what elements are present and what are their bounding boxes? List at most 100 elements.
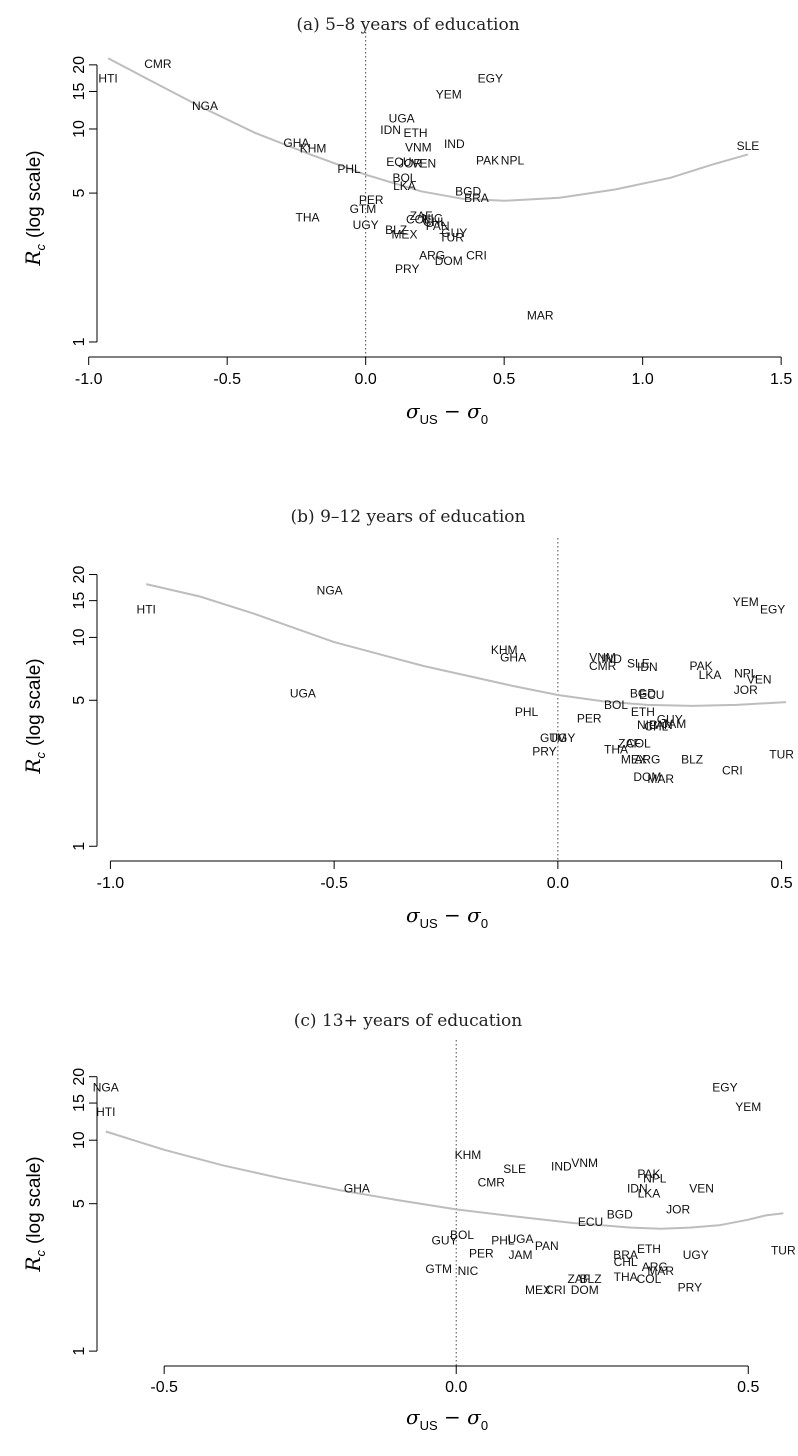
point-label-ven: VEN bbox=[411, 156, 436, 170]
point-label-idn: IDN bbox=[627, 1182, 648, 1196]
point-label-pry: PRY bbox=[532, 744, 556, 758]
point-label-cmr: CMR bbox=[478, 1176, 506, 1190]
point-label-tur: TUR bbox=[439, 230, 464, 244]
point-label-uga: UGA bbox=[290, 686, 316, 700]
point-label-blz: BLZ bbox=[681, 753, 703, 767]
point-label-jam: JAM bbox=[662, 717, 686, 731]
panel-a: (a) 5–8 years of education 15101520-1.0-… bbox=[21, 15, 792, 427]
point-label-hti: HTI bbox=[96, 1105, 115, 1119]
y-tick-label: 5 bbox=[71, 696, 88, 705]
point-label-ugy: UGY bbox=[549, 731, 575, 745]
point-label-yem: YEM bbox=[733, 595, 759, 609]
point-label-dom: DOM bbox=[633, 770, 661, 784]
point-label-tur: TUR bbox=[771, 1243, 796, 1257]
point-label-gha: GHA bbox=[500, 651, 526, 665]
point-label-gtm: GTM bbox=[350, 202, 377, 216]
point-label-idn: IDN bbox=[380, 123, 401, 137]
x-tick-label: -0.5 bbox=[320, 875, 348, 892]
y-tick-label: 10 bbox=[71, 628, 88, 646]
point-label-per: PER bbox=[577, 711, 602, 725]
point-label-yem: YEM bbox=[436, 88, 462, 102]
point-label-ecu: ECU bbox=[386, 155, 411, 169]
point-label-ecu: ECU bbox=[578, 1215, 603, 1229]
point-label-hti: HTI bbox=[137, 603, 156, 617]
x-tick-label: 0.5 bbox=[770, 875, 792, 892]
x-tick-label: 0.5 bbox=[737, 1379, 759, 1396]
point-label-bol: BOL bbox=[450, 1228, 474, 1242]
trend-line bbox=[105, 1130, 784, 1230]
panel-b-y-axis-label: Rc(log scale) bbox=[21, 658, 48, 774]
point-label-pan: PAN bbox=[426, 219, 450, 233]
point-label-cri: CRI bbox=[466, 248, 487, 262]
y-tick-label: 1 bbox=[71, 842, 88, 851]
point-label-jor: JOR bbox=[666, 1202, 690, 1216]
panel-b-x-axis-label: σUS − σ0 bbox=[406, 903, 488, 931]
point-label-egy: EGY bbox=[760, 603, 785, 617]
y-tick-label: 5 bbox=[71, 189, 88, 198]
point-label-dom: DOM bbox=[435, 254, 463, 268]
point-label-jor: JOR bbox=[398, 156, 422, 170]
point-label-npl: NPL bbox=[643, 1171, 667, 1185]
trend-line bbox=[145, 583, 787, 707]
point-label-gtm: GTM bbox=[425, 1262, 452, 1276]
point-label-col: COL bbox=[626, 737, 651, 751]
point-label-vnm: VNM bbox=[571, 1156, 598, 1170]
y-tick-label: 15 bbox=[71, 592, 88, 610]
point-label-mex: MEX bbox=[391, 227, 417, 241]
point-label-yem: YEM bbox=[735, 1100, 761, 1114]
x-tick-label: 0.0 bbox=[445, 1379, 467, 1396]
point-label-uga: UGA bbox=[389, 111, 415, 125]
point-label-khm: KHM bbox=[300, 141, 327, 155]
x-tick-label: 0.0 bbox=[355, 371, 377, 388]
panel-b-title: (b) 9–12 years of education bbox=[291, 507, 526, 527]
x-tick-label: -1.0 bbox=[97, 875, 125, 892]
point-label-sle: SLE bbox=[627, 657, 650, 671]
x-tick-label: -0.5 bbox=[213, 371, 241, 388]
x-tick-label: -0.5 bbox=[150, 1379, 178, 1396]
point-label-cri: CRI bbox=[722, 764, 743, 778]
point-label-vnm: VNM bbox=[405, 140, 432, 154]
y-tick-label: 15 bbox=[71, 1094, 88, 1112]
y-tick-label: 1 bbox=[71, 337, 88, 346]
y-tick-label: 20 bbox=[71, 1068, 88, 1086]
point-label-cri: CRI bbox=[545, 1283, 566, 1297]
point-label-egy: EGY bbox=[478, 71, 503, 85]
point-label-pak: PAK bbox=[637, 1167, 660, 1181]
point-label-arg: ARG bbox=[634, 753, 660, 767]
point-label-chl: CHL bbox=[614, 1255, 638, 1269]
point-label-khm: KHM bbox=[455, 1148, 482, 1162]
point-label-chl: CHL bbox=[423, 215, 447, 229]
point-label-mex: MEX bbox=[621, 753, 647, 767]
trend-line bbox=[107, 57, 749, 202]
point-label-ugy: UGY bbox=[353, 218, 379, 232]
point-label-sle: SLE bbox=[737, 139, 760, 153]
point-label-zaf: ZAF bbox=[618, 737, 641, 751]
x-tick-label: -1.0 bbox=[75, 371, 103, 388]
y-tick-label: 10 bbox=[71, 1131, 88, 1149]
point-label-guy: GUY bbox=[657, 712, 683, 726]
point-label-mex: MEX bbox=[525, 1283, 551, 1297]
point-label-lka: LKA bbox=[393, 179, 416, 193]
point-label-tha: THA bbox=[296, 210, 320, 224]
point-label-nga: NGA bbox=[93, 1080, 119, 1094]
point-label-jam: JAM bbox=[508, 1248, 532, 1262]
point-label-eth: ETH bbox=[637, 1242, 661, 1256]
y-tick-label: 15 bbox=[71, 82, 88, 100]
point-label-zaf: ZAF bbox=[410, 209, 433, 223]
point-label-phl: PHL bbox=[515, 705, 539, 719]
panel-b: (b) 9–12 years of education 15101520-1.0… bbox=[21, 507, 794, 931]
point-label-ugy: UGY bbox=[683, 1248, 709, 1262]
point-label-pak: PAK bbox=[689, 659, 712, 673]
point-label-zaf: ZAF bbox=[568, 1272, 591, 1286]
panel-a-y-axis-label: Rc(log scale) bbox=[21, 150, 48, 266]
point-label-col: COL bbox=[406, 213, 431, 227]
x-tick-label: 0.5 bbox=[493, 371, 515, 388]
point-label-col: COL bbox=[637, 1272, 662, 1286]
x-tick-label: 1.0 bbox=[632, 371, 654, 388]
panel-c-y-axis-label: Rc(log scale) bbox=[21, 1156, 48, 1272]
point-label-npl: NPL bbox=[734, 667, 758, 681]
